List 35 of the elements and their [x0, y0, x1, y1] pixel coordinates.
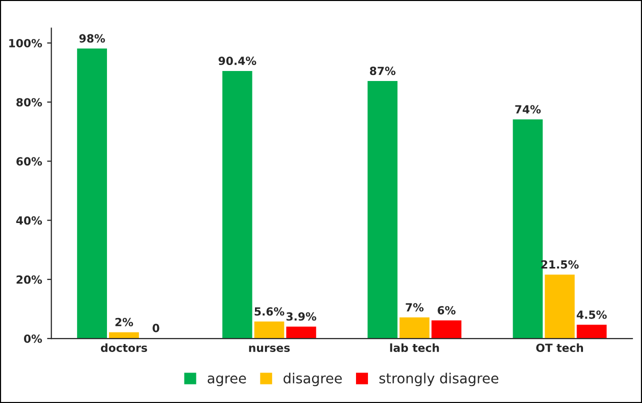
bar — [576, 324, 607, 339]
bar — [512, 119, 543, 339]
x-tick-label: OT tech — [536, 343, 583, 352]
x-tick-label: doctors — [100, 343, 148, 352]
legend-label: strongly disagree — [379, 372, 498, 386]
y-tick-label: 0% — [24, 334, 42, 343]
bar — [222, 70, 252, 339]
data-label: 2% — [115, 318, 134, 326]
y-tick-label: 20% — [16, 275, 42, 284]
y-tick-label: 40% — [16, 216, 42, 225]
data-label: 0 — [152, 324, 160, 332]
bar — [544, 274, 575, 339]
bar — [254, 322, 284, 339]
data-label: 3.9% — [286, 312, 316, 321]
bar — [400, 317, 430, 339]
data-label: 4.5% — [576, 310, 607, 319]
data-label: 74% — [515, 105, 541, 114]
x-tick-label: nurses — [249, 346, 290, 352]
y-tick-label: 60% — [16, 157, 42, 166]
y-tick-label: 100% — [9, 38, 42, 48]
data-label: 90.4% — [218, 56, 256, 66]
bar — [77, 48, 107, 339]
bar — [286, 326, 316, 339]
bar — [109, 332, 139, 339]
data-label: 6% — [438, 306, 456, 314]
x-tick-label: lab tech — [390, 343, 439, 352]
legend-label: agree — [208, 376, 246, 386]
y-tick-label: 80% — [16, 98, 42, 106]
bar — [368, 80, 398, 339]
legend-label: disagree — [284, 372, 342, 386]
data-label: 98% — [79, 34, 105, 43]
data-label: 87% — [370, 66, 396, 76]
bar — [432, 320, 462, 339]
data-label: 7% — [406, 303, 424, 312]
data-label: 5.6% — [254, 307, 284, 316]
